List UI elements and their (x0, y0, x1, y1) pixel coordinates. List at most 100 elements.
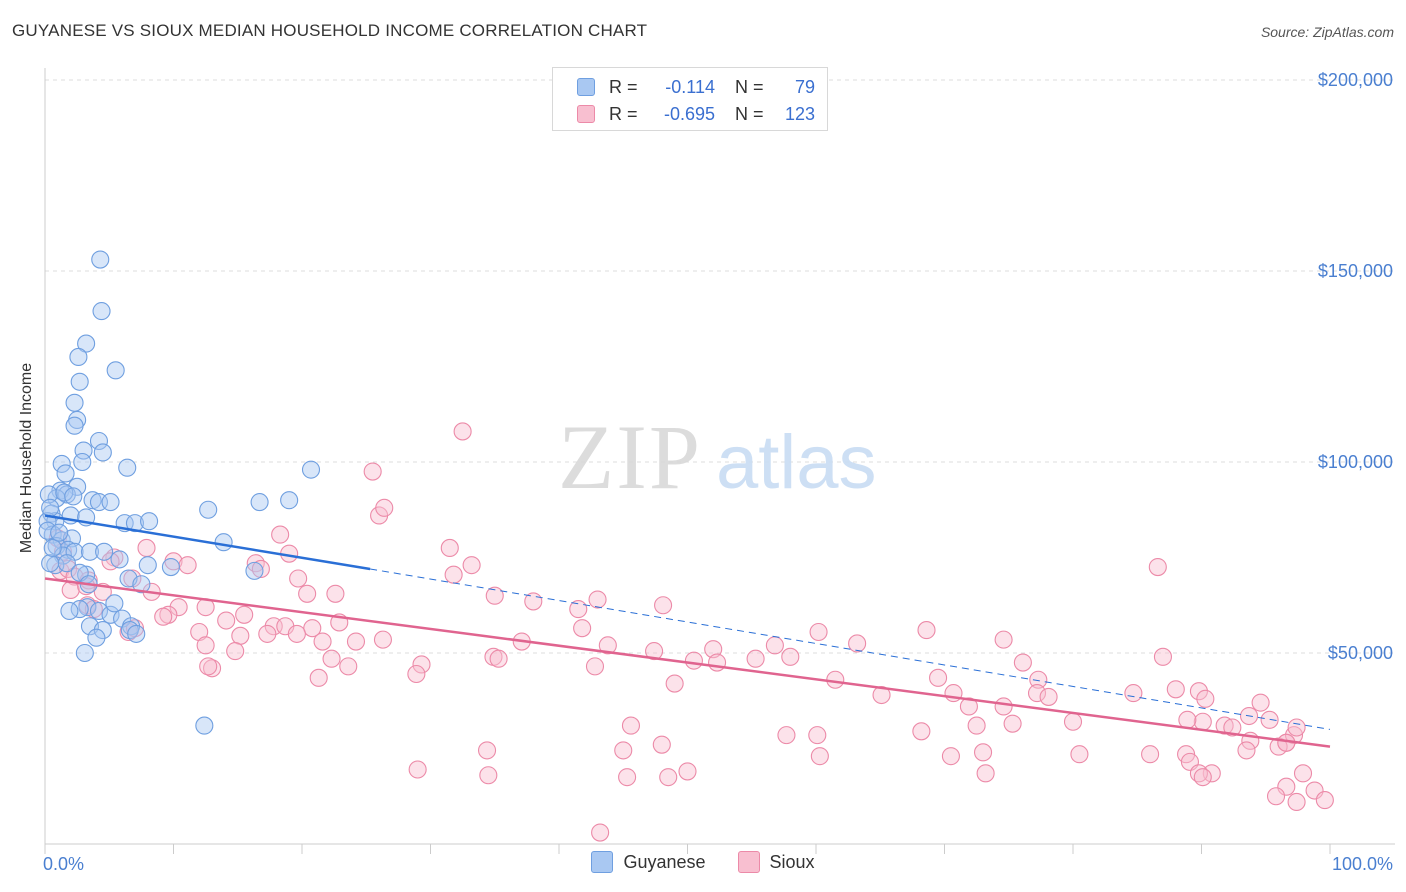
data-point (65, 416, 84, 435)
data-point (87, 628, 106, 647)
data-point (74, 441, 93, 460)
data-point (1196, 689, 1215, 708)
data-point (1003, 714, 1022, 733)
data-point (1293, 764, 1313, 783)
data-point (309, 668, 328, 687)
data-point (591, 823, 610, 842)
data-point (363, 462, 382, 481)
data-point (994, 697, 1013, 716)
legend: R = -0.114 N = 79 R = -0.695 N = 123 (552, 67, 828, 131)
data-point (92, 302, 111, 321)
trend-line-sioux (44, 577, 1331, 748)
data-point (169, 598, 188, 617)
data-point (196, 636, 215, 655)
bottom-legend-swatch-guyanese (591, 851, 614, 873)
data-point (569, 600, 588, 619)
data-point (645, 642, 664, 661)
legend-r-value: -0.114 (665, 76, 715, 97)
data-point (101, 552, 120, 571)
data-point (132, 575, 151, 594)
data-point (137, 538, 156, 558)
data-point (412, 655, 431, 674)
legend-swatch-sioux (577, 105, 595, 123)
data-point (1166, 680, 1185, 699)
chart-title: GUYANESE VS SIOUX MEDIAN HOUSEHOLD INCOM… (12, 21, 648, 40)
legend-row-guyanese: R = -0.114 N = 79 (577, 75, 815, 99)
data-point (178, 556, 197, 575)
bottom-legend-guyanese[interactable]: Guyanese (591, 851, 706, 873)
data-point (346, 632, 366, 651)
data-point (80, 542, 100, 561)
data-point (226, 642, 245, 661)
data-point (125, 514, 144, 533)
data-point (477, 741, 497, 760)
data-point (339, 657, 358, 676)
data-point (810, 747, 829, 766)
data-point (1266, 787, 1286, 806)
data-point (929, 668, 948, 687)
data-point (1193, 712, 1212, 731)
data-point (809, 622, 828, 642)
data-point (598, 636, 617, 655)
y-tick-label: $50,000 (1328, 643, 1393, 663)
trend-line-guyanese-extension (370, 568, 1331, 730)
data-point (781, 647, 800, 666)
data-point (231, 626, 250, 645)
bottom-legend: Guyanese Sioux (0, 851, 1406, 873)
data-point (50, 523, 69, 542)
data-point (55, 483, 74, 502)
data-point (105, 594, 124, 613)
data-point (1251, 693, 1270, 712)
data-point (407, 664, 426, 684)
trend-line-guyanese (44, 514, 371, 571)
y-tick-label: $200,000 (1318, 70, 1393, 90)
legend-n-value: 79 (794, 76, 815, 97)
data-point (1223, 718, 1242, 737)
bottom-legend-sioux[interactable]: Sioux (737, 851, 815, 873)
data-point (777, 726, 796, 745)
data-point (280, 491, 299, 510)
data-point (848, 634, 867, 653)
data-point (83, 491, 102, 510)
data-point (1189, 682, 1208, 701)
data-point (1148, 557, 1167, 577)
source-label: Source: ZipAtlas.com (1260, 24, 1394, 40)
data-point (708, 653, 727, 672)
data-point (101, 493, 120, 512)
data-point (440, 538, 459, 558)
data-point (75, 643, 94, 663)
data-point (1070, 745, 1089, 764)
data-point (808, 726, 827, 745)
trend-lines (44, 514, 1331, 748)
data-point (408, 760, 427, 779)
data-point (959, 697, 978, 716)
bottom-legend-swatch-sioux (737, 851, 760, 873)
data-point (199, 500, 218, 519)
data-point (479, 766, 498, 785)
data-point (57, 485, 76, 504)
data-point (69, 347, 88, 367)
legend-n-label: N = (735, 76, 764, 97)
watermark-atlas: atlas (716, 420, 877, 505)
data-point (118, 458, 137, 477)
data-point (93, 443, 112, 462)
legend-n-value: 123 (784, 103, 815, 124)
bottom-legend-label-sioux: Sioux (769, 851, 815, 872)
data-point (585, 657, 605, 676)
data-point (1260, 710, 1279, 729)
data-point (375, 498, 394, 517)
data-point (77, 334, 96, 353)
data-point (1237, 741, 1256, 760)
y-tick-label: $150,000 (1318, 261, 1393, 281)
data-point (967, 716, 986, 735)
data-point (826, 670, 845, 689)
data-point (289, 569, 308, 588)
data-point (1202, 764, 1221, 783)
data-point (489, 649, 508, 668)
data-point (301, 460, 321, 479)
data-point (214, 533, 233, 552)
data-point (106, 361, 125, 380)
data-point (78, 598, 97, 617)
data-point (245, 561, 264, 580)
